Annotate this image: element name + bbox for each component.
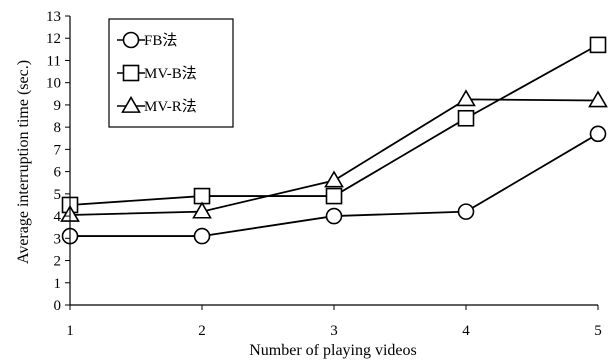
y-tick-label: 12 <box>46 31 61 47</box>
data-point-square <box>457 109 475 127</box>
y-tick-label: 0 <box>54 298 62 314</box>
y-tick-label: 7 <box>54 142 62 158</box>
legend-label: FB法 <box>144 32 177 49</box>
legend-marker-square <box>122 64 140 82</box>
y-tick-label: 1 <box>54 276 62 292</box>
data-point-triangle <box>324 170 344 188</box>
y-axis-title: Average interruption time (sec.) <box>15 60 32 264</box>
data-point-circle <box>193 227 211 245</box>
legend-label: MV-R法 <box>144 98 197 115</box>
data-point-square <box>589 36 607 54</box>
x-axis-title: Number of playing videos <box>249 342 417 359</box>
x-tick-label: 1 <box>66 323 74 339</box>
data-point-triangle <box>192 201 212 219</box>
y-tick-label: 6 <box>54 165 62 181</box>
y-tick-label: 13 <box>46 9 61 25</box>
x-tick-label: 5 <box>594 323 602 339</box>
legend-marker-circle <box>122 31 140 49</box>
y-tick-label: 4 <box>54 209 62 225</box>
x-tick-label: 3 <box>330 323 338 339</box>
y-tick-label: 2 <box>54 254 62 270</box>
data-point-circle <box>457 203 475 220</box>
x-tick-label: 4 <box>462 323 470 339</box>
y-tick-label: 3 <box>54 231 62 247</box>
data-point-circle <box>589 125 607 143</box>
legend-label: MV-B法 <box>144 65 197 82</box>
series-markers <box>60 36 608 245</box>
x-tick-label: 2 <box>198 323 206 339</box>
legend-marker-triangle <box>121 95 141 113</box>
y-tick-label: 8 <box>54 120 62 136</box>
y-tick-label: 5 <box>54 187 62 203</box>
legend: FB法 MV-B法 MV-R法 <box>108 18 234 128</box>
data-point-triangle <box>588 90 608 108</box>
data-point-triangle <box>456 89 476 107</box>
y-tick-label: 11 <box>47 53 61 69</box>
y-tick-label: 10 <box>46 76 61 92</box>
data-point-circle <box>325 207 343 225</box>
y-tick-label: 9 <box>54 98 62 114</box>
data-point-square <box>193 187 211 205</box>
data-point-square <box>325 187 343 205</box>
